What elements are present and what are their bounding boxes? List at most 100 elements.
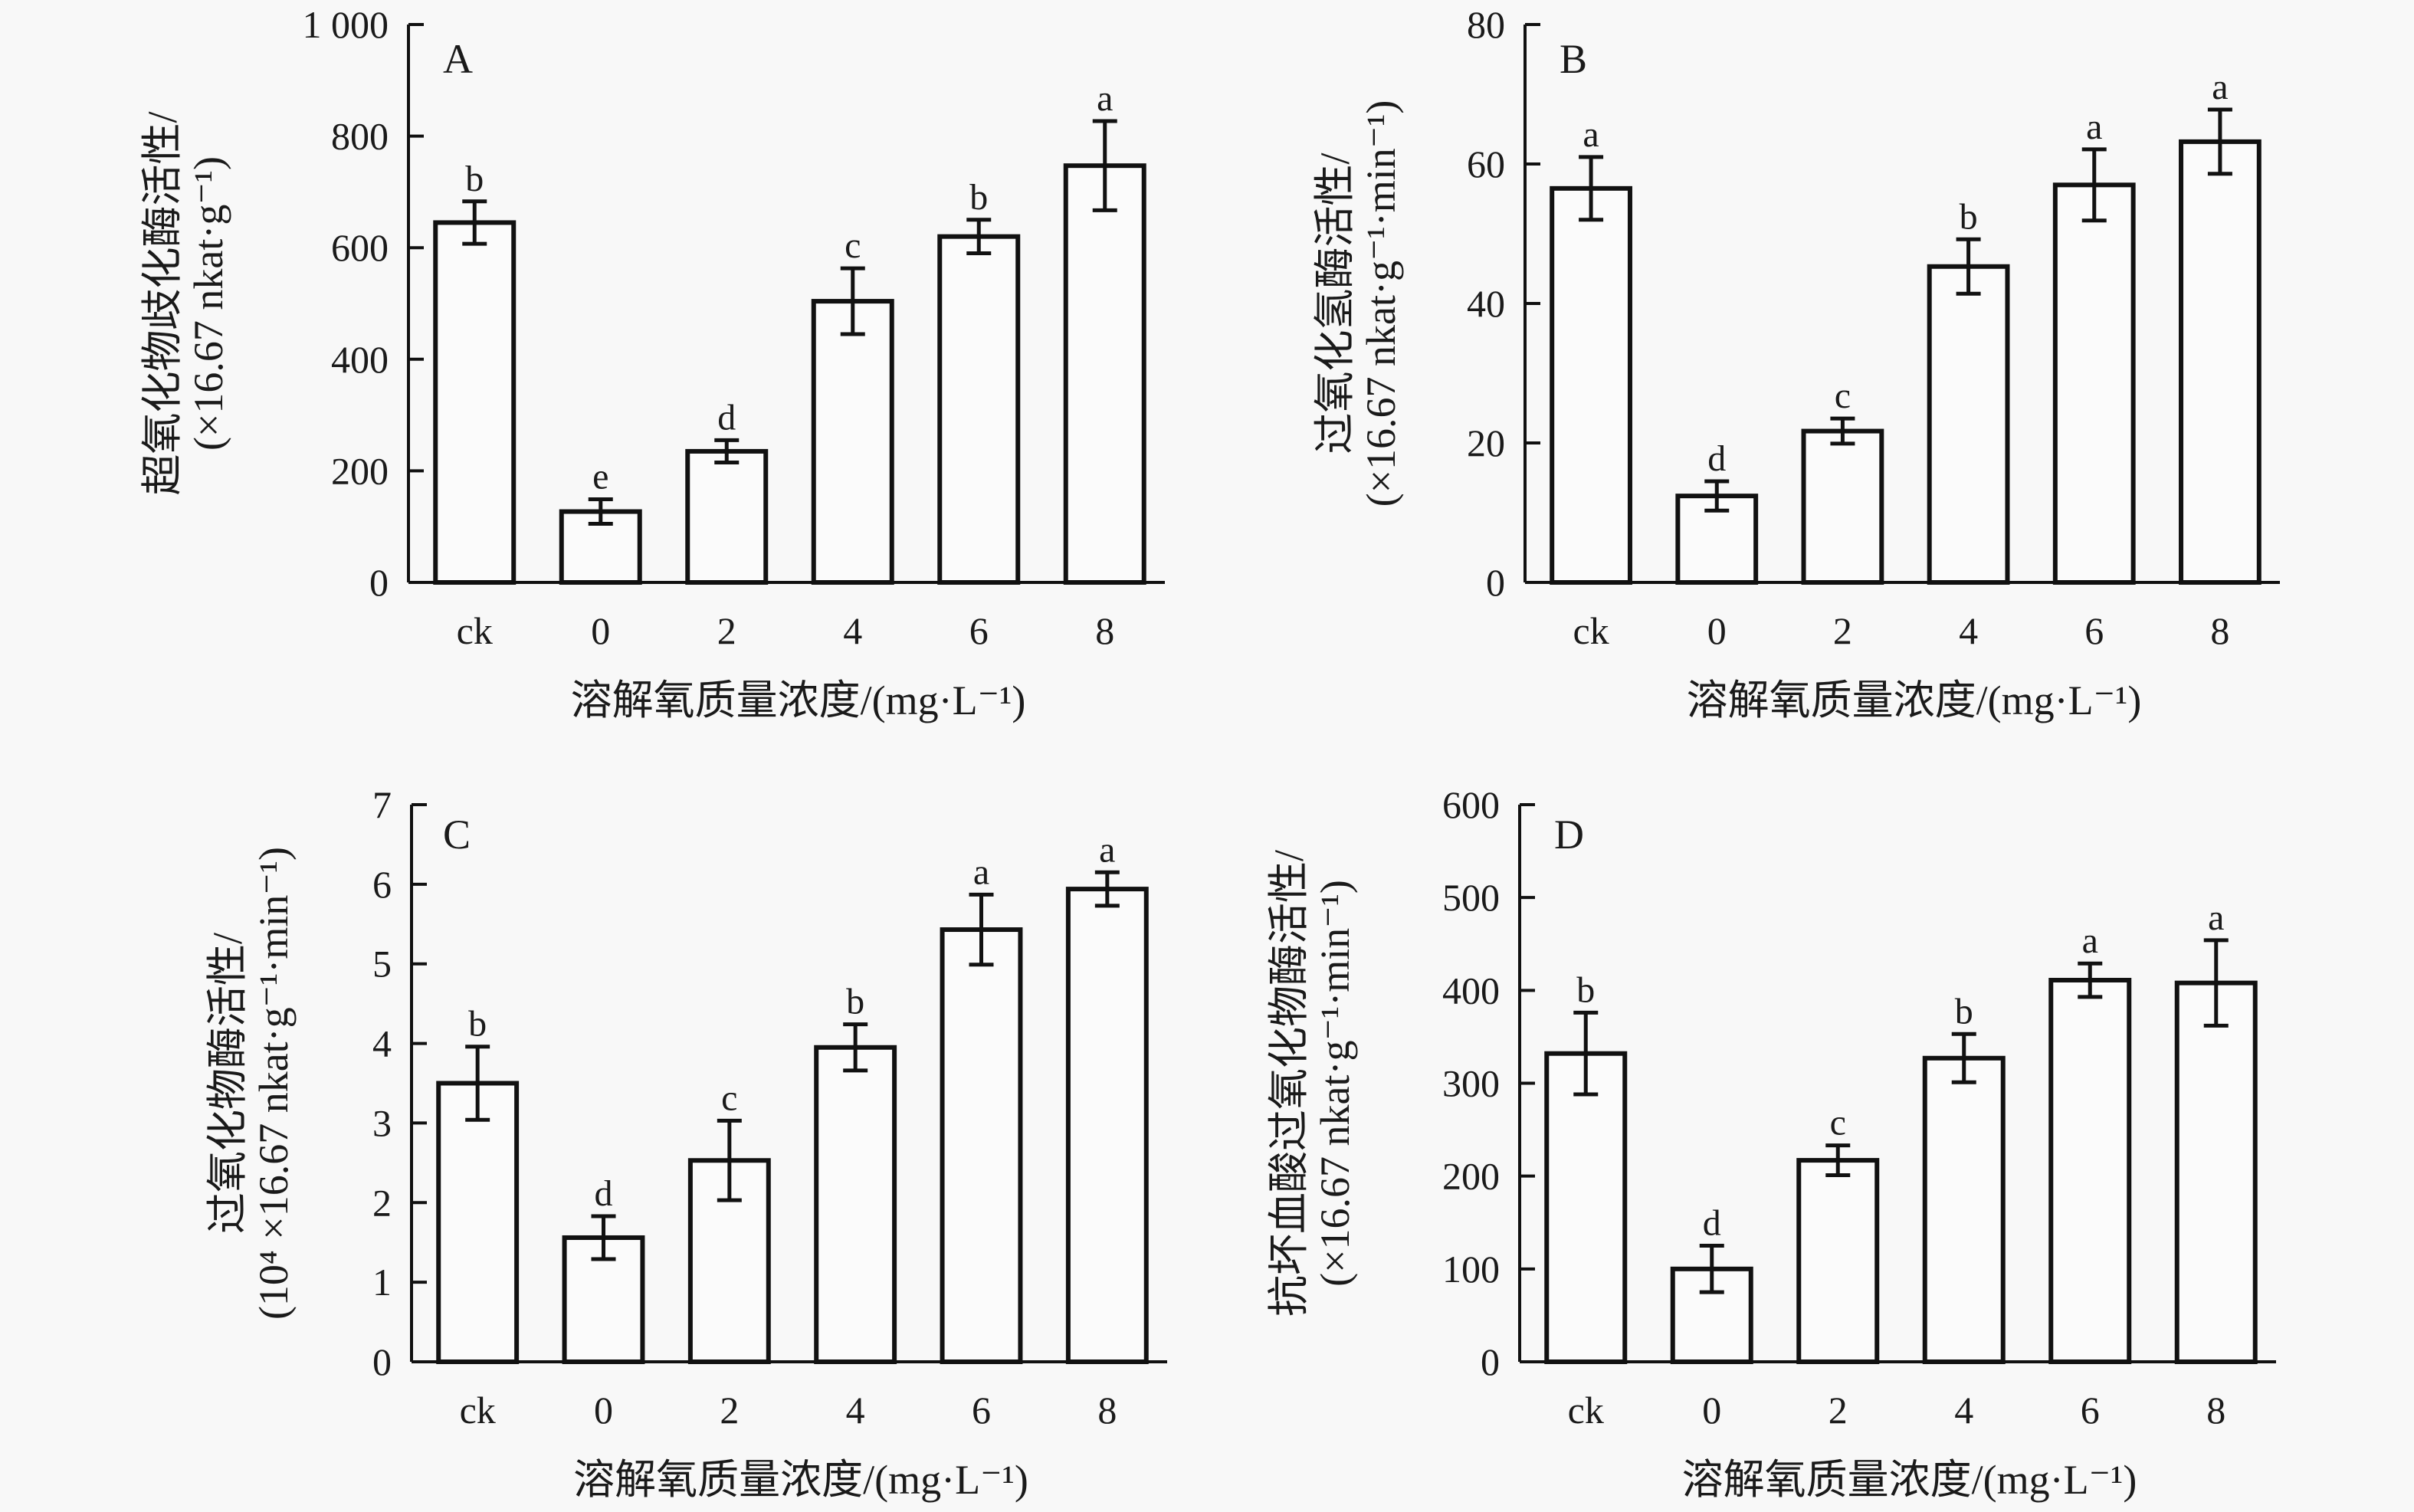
y-axis-title-line1: 超氧化物歧化酶活性/ xyxy=(139,111,185,495)
bar-8 xyxy=(2174,980,2258,1364)
x-tick-label: ck xyxy=(460,1389,496,1432)
significance-label: a xyxy=(1583,114,1599,155)
y-tick-label: 0 xyxy=(1481,1340,1500,1383)
bar-8 xyxy=(2179,139,2261,585)
significance-label: a xyxy=(973,851,989,892)
x-tick-label: 4 xyxy=(843,609,862,652)
y-tick-label: 600 xyxy=(1442,783,1500,826)
bar-ck xyxy=(1544,1051,1628,1365)
y-axis-title-line2: (10⁴ ×16.67 nkat·g⁻¹·min⁻¹) xyxy=(251,847,297,1320)
significance-label: c xyxy=(721,1077,737,1118)
panel-d: 0 100 200 300 400 500 600 Db ck d 0 c 2 b 4 a 6 a 8 溶解氧质量浓度… xyxy=(1266,783,2276,1503)
y-tick-label: 5 xyxy=(372,943,392,986)
y-tick-label: 200 xyxy=(331,449,389,492)
x-tick-label: 6 xyxy=(969,609,989,652)
bar-2 xyxy=(1801,428,1884,585)
y-tick-label: 400 xyxy=(1442,969,1500,1012)
x-tick-label: 6 xyxy=(2081,1389,2100,1432)
x-tick-label: 6 xyxy=(972,1389,991,1432)
significance-label: b xyxy=(1955,991,1973,1032)
significance-label: b xyxy=(969,177,988,218)
y-tick-label: 4 xyxy=(372,1022,392,1065)
x-axis-title: 溶解氧质量浓度/(mg·L⁻¹) xyxy=(1687,677,2142,723)
significance-label: c xyxy=(845,225,861,266)
x-tick-label: ck xyxy=(1568,1389,1604,1432)
bar-6 xyxy=(2048,978,2132,1364)
significance-label: d xyxy=(1703,1203,1721,1244)
bar-ck xyxy=(1550,185,1632,585)
y-tick-label: 500 xyxy=(1442,876,1500,919)
y-tick-label: 0 xyxy=(369,561,389,604)
x-tick-label: 2 xyxy=(720,1389,739,1432)
panel-letter: B xyxy=(1560,36,1587,82)
y-axis-title-line2: (×16.67 nkat·g⁻¹) xyxy=(185,156,231,451)
x-tick-label: 0 xyxy=(591,609,610,652)
y-axis-title-line1: 抗坏血酸过氧化物酶活性/ xyxy=(1266,850,1312,1317)
panel-c: 0 1 2 3 4 5 6 7 Cb ck d 0 c 2 b 4 a 6 a 8 溶解氧质量浓度/(mg·L⁻¹) 过氧… xyxy=(205,783,1167,1503)
bar-4 xyxy=(814,1045,897,1364)
bar-6 xyxy=(940,927,1023,1364)
panel-letter: C xyxy=(443,812,471,858)
y-tick-label: 80 xyxy=(1467,3,1505,46)
y-tick-label: 300 xyxy=(1442,1062,1500,1105)
x-axis-title: 溶解氧质量浓度/(mg·L⁻¹) xyxy=(573,1457,1028,1503)
y-tick-label: 400 xyxy=(331,338,389,381)
y-tick-label: 1 000 xyxy=(303,3,389,46)
x-axis-title: 溶解氧质量浓度/(mg·L⁻¹) xyxy=(1682,1457,2137,1503)
y-tick-label: 2 xyxy=(372,1181,392,1224)
y-tick-label: 60 xyxy=(1467,143,1505,185)
bar-ck xyxy=(433,220,517,585)
y-tick-label: 20 xyxy=(1467,421,1505,464)
x-tick-label: 0 xyxy=(1702,1389,1721,1432)
x-tick-label: 2 xyxy=(1829,1389,1848,1432)
panel-b: 0 20 40 60 80 Ba ck d 0 c 2 b 4 a 6 a 8 溶解氧质量浓度/(mg·L⁻¹) 过… xyxy=(1312,3,2280,723)
x-tick-label: 6 xyxy=(2084,609,2104,652)
y-tick-label: 6 xyxy=(372,863,392,906)
significance-label: b xyxy=(1576,969,1595,1010)
y-axis-title-line2: (×16.67 nkat·g⁻¹·min⁻¹) xyxy=(1358,100,1404,507)
significance-label: c xyxy=(1830,1103,1846,1143)
y-tick-label: 7 xyxy=(372,783,392,826)
y-tick-label: 800 xyxy=(331,115,389,158)
significance-label: b xyxy=(468,1004,487,1045)
bar-4 xyxy=(1927,264,2010,585)
significance-label: a xyxy=(1097,78,1113,119)
x-tick-label: ck xyxy=(457,609,493,652)
y-tick-label: 600 xyxy=(331,226,389,269)
y-tick-label: 100 xyxy=(1442,1248,1500,1291)
significance-label: d xyxy=(717,397,736,438)
significance-label: a xyxy=(2082,920,2098,961)
significance-label: a xyxy=(2212,67,2228,107)
x-tick-label: ck xyxy=(1573,609,1609,652)
bar-ck xyxy=(436,1081,520,1364)
significance-label: a xyxy=(1099,829,1115,870)
y-tick-label: 1 xyxy=(372,1261,392,1304)
panel-letter: A xyxy=(443,36,473,82)
y-tick-label: 0 xyxy=(372,1340,392,1383)
x-tick-label: 2 xyxy=(1833,609,1852,652)
bar-4 xyxy=(1922,1055,2006,1365)
significance-label: b xyxy=(465,159,484,199)
y-axis-title-line1: 过氧化氢酶活性/ xyxy=(1312,153,1358,454)
significance-label: d xyxy=(595,1173,613,1214)
significance-label: a xyxy=(2086,107,2102,147)
significance-label: d xyxy=(1707,438,1726,479)
bar-4 xyxy=(811,299,894,585)
significance-label: b xyxy=(1960,196,1978,237)
x-tick-label: 8 xyxy=(1095,609,1114,652)
x-tick-label: 0 xyxy=(1707,609,1727,652)
x-tick-label: 0 xyxy=(594,1389,613,1432)
panel-letter: D xyxy=(1554,812,1584,858)
bar-6 xyxy=(937,234,1021,585)
y-tick-label: 0 xyxy=(1486,561,1505,604)
x-axis-title: 溶解氧质量浓度/(mg·L⁻¹) xyxy=(571,677,1026,723)
significance-label: a xyxy=(2208,897,2224,938)
y-axis-title-line1: 过氧化物酶活性/ xyxy=(205,933,251,1234)
y-tick-label: 200 xyxy=(1442,1155,1500,1198)
bar-8 xyxy=(1065,887,1149,1365)
x-tick-label: 4 xyxy=(1954,1389,1973,1432)
significance-label: c xyxy=(1835,376,1851,416)
y-tick-label: 3 xyxy=(372,1101,392,1144)
bar-6 xyxy=(2052,182,2136,585)
